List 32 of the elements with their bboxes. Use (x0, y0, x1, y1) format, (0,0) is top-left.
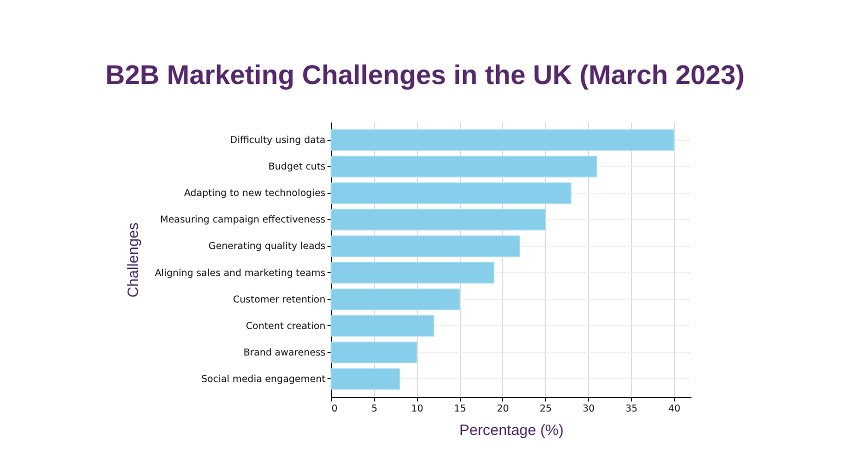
y-axis-title: Challenges (124, 222, 142, 298)
x-tick-label: 35 (625, 404, 638, 414)
y-tick-label: Brand awareness (243, 347, 326, 358)
x-tick-label: 0 (332, 404, 338, 414)
bar (330, 235, 520, 257)
bar (330, 156, 598, 178)
bar (330, 368, 400, 390)
y-tick-label: Generating quality leads (208, 241, 326, 252)
x-tick-label: 5 (371, 404, 378, 414)
y-tick-label: Measuring campaign effectiveness (160, 214, 326, 226)
y-tick-label: Content creation (246, 320, 326, 332)
y-tick-label: Adapting to new technologies (184, 188, 326, 200)
bar (330, 182, 572, 204)
bar (330, 208, 546, 230)
bar (330, 262, 494, 284)
x-tick-label: 40 (668, 404, 680, 414)
x-tick-label: 30 (582, 404, 595, 414)
y-tick-label: Budget cuts (268, 162, 326, 173)
y-tick-label: Aligning sales and marketing teams (154, 268, 326, 279)
bar (330, 342, 418, 364)
bar (330, 315, 434, 337)
y-tick-label: Difficulty using data (230, 135, 326, 146)
bar (330, 129, 674, 151)
x-tick-label: 15 (454, 404, 466, 414)
x-axis-title: Percentage (%) (459, 422, 564, 439)
bar (330, 288, 460, 310)
x-tick-label: 10 (411, 404, 424, 414)
y-tick-label: Social media engagement (201, 374, 326, 385)
x-tick-label: 25 (540, 404, 552, 414)
x-tick-label: 20 (496, 404, 509, 414)
chart-title: B2B Marketing Challenges in the UK (March 2023) (105, 60, 745, 90)
y-tick-label: Customer retention (233, 294, 326, 306)
